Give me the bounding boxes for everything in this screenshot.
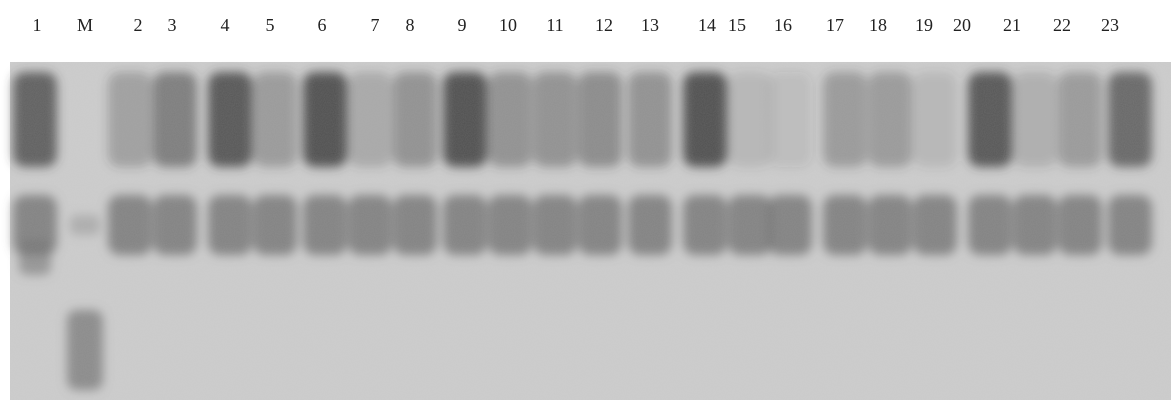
lane-label: 18	[869, 15, 887, 35]
lane-label: 11	[546, 15, 563, 35]
lane-label: 9	[458, 15, 467, 35]
lane-label: 7	[371, 15, 380, 35]
lane-label: 8	[406, 15, 415, 35]
lane-label: 23	[1101, 15, 1119, 35]
lane-label: 2	[134, 15, 143, 35]
lane-label: 15	[728, 15, 746, 35]
lane-label: 14	[698, 15, 716, 35]
lane-label: 10	[499, 15, 517, 35]
lane-label: 1	[33, 15, 42, 35]
lane-label: 22	[1053, 15, 1071, 35]
gel-texture	[10, 62, 1171, 400]
lane-label: 6	[318, 15, 327, 35]
lane-label: 4	[221, 15, 230, 35]
lane-label: 16	[774, 15, 792, 35]
lane-label: 20	[953, 15, 971, 35]
page: {"lanes": ["1", "M", "2", "3", "4", "5",…	[0, 0, 1171, 400]
lane-label: 3	[168, 15, 177, 35]
lane-label: 21	[1003, 15, 1021, 35]
lane-label: 5	[266, 15, 275, 35]
lane-label: 13	[641, 15, 659, 35]
lane-label: 17	[826, 15, 844, 35]
lane-label: M	[77, 15, 93, 35]
lane-label: 12	[595, 15, 613, 35]
gel-figure: 1M234567891011121314151617181920212223	[0, 0, 1171, 400]
lane-label: 19	[915, 15, 933, 35]
